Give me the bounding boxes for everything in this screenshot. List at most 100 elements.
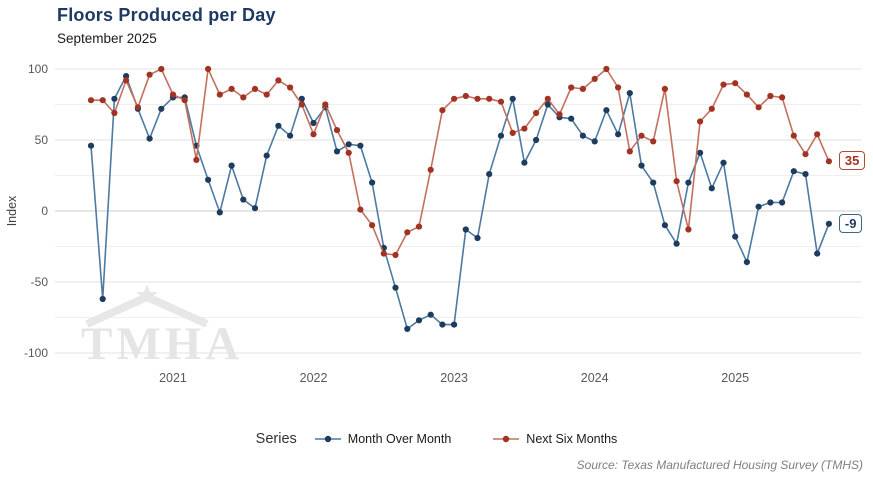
- data-point[interactable]: [87, 142, 95, 149]
- data-point[interactable]: [533, 109, 540, 117]
- data-point[interactable]: [392, 284, 399, 291]
- data-point[interactable]: [263, 91, 270, 98]
- data-point[interactable]: [626, 148, 633, 155]
- data-point[interactable]: [87, 97, 95, 104]
- data-point[interactable]: [415, 317, 423, 324]
- legend-item-month-over-month[interactable]: Month Over Month: [314, 432, 451, 446]
- data-point[interactable]: [251, 205, 259, 212]
- data-point[interactable]: [743, 259, 751, 266]
- data-point[interactable]: [638, 162, 645, 169]
- data-point[interactable]: [111, 95, 118, 102]
- data-point[interactable]: [743, 91, 751, 98]
- data-point[interactable]: [415, 223, 423, 230]
- data-point[interactable]: [732, 80, 739, 87]
- data-point[interactable]: [287, 132, 294, 139]
- data-point[interactable]: [790, 168, 797, 175]
- data-point[interactable]: [228, 162, 235, 169]
- data-point[interactable]: [814, 250, 821, 257]
- data-point[interactable]: [755, 203, 762, 210]
- data-point[interactable]: [439, 321, 446, 328]
- data-point[interactable]: [556, 111, 563, 118]
- data-point[interactable]: [369, 222, 376, 229]
- data-point[interactable]: [568, 115, 575, 122]
- data-point[interactable]: [275, 122, 282, 129]
- data-point[interactable]: [638, 132, 645, 139]
- data-point[interactable]: [240, 196, 247, 203]
- data-point[interactable]: [357, 142, 364, 149]
- data-point[interactable]: [509, 95, 516, 102]
- data-point[interactable]: [720, 81, 727, 88]
- data-point[interactable]: [497, 98, 505, 105]
- data-point[interactable]: [661, 85, 669, 92]
- data-point[interactable]: [439, 107, 446, 114]
- data-point[interactable]: [474, 95, 481, 102]
- data-point[interactable]: [322, 101, 329, 108]
- data-point[interactable]: [533, 136, 540, 144]
- data-point[interactable]: [825, 158, 833, 165]
- data-point[interactable]: [544, 101, 551, 108]
- legend-item-next-six-months[interactable]: Next Six Months: [493, 432, 617, 446]
- data-point[interactable]: [310, 119, 317, 127]
- data-point[interactable]: [369, 179, 376, 186]
- data-point[interactable]: [697, 149, 704, 156]
- data-point[interactable]: [123, 73, 130, 80]
- data-point[interactable]: [169, 91, 177, 98]
- data-point[interactable]: [99, 97, 106, 104]
- data-point[interactable]: [275, 77, 282, 84]
- data-point[interactable]: [779, 199, 786, 206]
- data-point[interactable]: [298, 95, 305, 102]
- data-point[interactable]: [497, 132, 505, 139]
- data-point[interactable]: [298, 101, 305, 108]
- data-point[interactable]: [123, 77, 130, 84]
- data-point[interactable]: [708, 185, 715, 192]
- data-point[interactable]: [650, 179, 657, 186]
- data-point[interactable]: [650, 138, 657, 145]
- data-point[interactable]: [216, 209, 223, 216]
- data-point[interactable]: [708, 105, 715, 112]
- data-point[interactable]: [333, 148, 341, 155]
- data-point[interactable]: [697, 118, 704, 125]
- data-point[interactable]: [287, 84, 294, 91]
- data-point[interactable]: [486, 95, 493, 102]
- data-point[interactable]: [357, 206, 364, 213]
- data-point[interactable]: [216, 91, 223, 98]
- data-point[interactable]: [427, 311, 434, 318]
- data-point[interactable]: [673, 240, 680, 247]
- data-point[interactable]: [462, 226, 469, 233]
- data-point[interactable]: [673, 178, 680, 185]
- data-point[interactable]: [333, 127, 341, 134]
- data-point[interactable]: [755, 104, 762, 111]
- data-point[interactable]: [802, 171, 809, 178]
- data-point[interactable]: [345, 149, 352, 156]
- data-point[interactable]: [392, 251, 399, 259]
- data-point[interactable]: [146, 135, 153, 142]
- data-point[interactable]: [111, 109, 118, 117]
- data-point[interactable]: [134, 104, 141, 111]
- data-point[interactable]: [767, 199, 774, 206]
- data-point[interactable]: [720, 159, 727, 166]
- data-point[interactable]: [615, 131, 622, 138]
- data-point[interactable]: [685, 179, 692, 186]
- data-point[interactable]: [451, 321, 458, 328]
- data-point[interactable]: [240, 94, 247, 101]
- data-point[interactable]: [263, 152, 270, 159]
- data-point[interactable]: [626, 90, 633, 97]
- data-point[interactable]: [509, 129, 516, 136]
- data-point[interactable]: [603, 107, 610, 114]
- data-point[interactable]: [825, 220, 833, 227]
- data-point[interactable]: [158, 65, 165, 73]
- data-point[interactable]: [310, 131, 317, 138]
- data-point[interactable]: [345, 141, 352, 148]
- data-point[interactable]: [205, 176, 212, 183]
- data-point[interactable]: [779, 94, 786, 101]
- data-point[interactable]: [380, 250, 387, 257]
- data-point[interactable]: [427, 166, 434, 173]
- data-point[interactable]: [732, 233, 739, 240]
- data-point[interactable]: [451, 95, 458, 102]
- data-point[interactable]: [404, 229, 411, 236]
- data-point[interactable]: [158, 105, 165, 112]
- data-point[interactable]: [591, 138, 598, 145]
- data-point[interactable]: [544, 95, 551, 102]
- data-point[interactable]: [404, 325, 411, 332]
- data-point[interactable]: [579, 85, 587, 92]
